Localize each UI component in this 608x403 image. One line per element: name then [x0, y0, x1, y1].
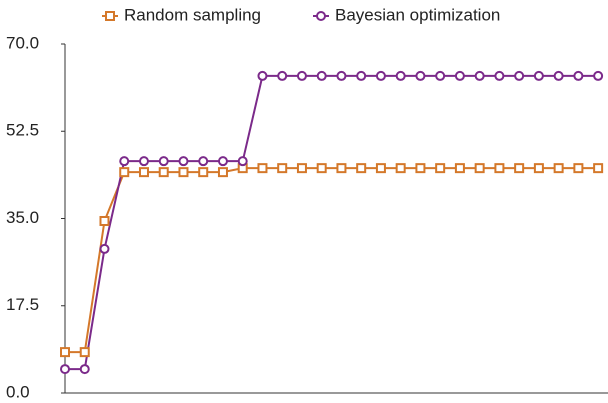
data-point [494, 70, 505, 81]
data-point [217, 156, 228, 167]
data-point [533, 163, 544, 174]
data-point [99, 243, 110, 254]
data-point [198, 167, 209, 178]
data-point [237, 156, 248, 167]
data-point [514, 70, 525, 81]
data-point [553, 70, 564, 81]
data-point [573, 70, 584, 81]
data-point [257, 163, 268, 174]
data-point [99, 215, 110, 226]
data-point [375, 163, 386, 174]
data-point [593, 70, 604, 81]
y-tick-label: 52.5 [6, 121, 39, 140]
data-point [395, 163, 406, 174]
data-point [593, 163, 604, 174]
data-point [474, 70, 485, 81]
data-point [454, 163, 465, 174]
legend-label: Random sampling [124, 5, 261, 24]
data-point [395, 70, 406, 81]
data-point [533, 70, 544, 81]
data-point [119, 167, 130, 178]
data-point [514, 163, 525, 174]
data-point [316, 163, 327, 174]
data-point [356, 70, 367, 81]
data-point [316, 70, 327, 81]
data-point [336, 70, 347, 81]
data-point [60, 347, 70, 358]
y-tick-label: 70.0 [6, 33, 39, 52]
data-point [217, 167, 228, 178]
data-point [257, 70, 268, 81]
data-point [277, 70, 288, 81]
legend-marker [316, 11, 326, 21]
data-point [435, 70, 446, 81]
legend-label: Bayesian optimization [335, 5, 500, 24]
data-point [296, 163, 307, 174]
data-point [138, 167, 149, 178]
series-line [65, 167, 599, 354]
data-point [119, 156, 130, 167]
data-point [79, 364, 90, 375]
data-point [296, 70, 307, 81]
data-point [454, 70, 465, 81]
data-point [198, 156, 209, 167]
data-point [415, 163, 426, 174]
legend-marker [105, 11, 115, 21]
data-point [356, 163, 367, 174]
data-point [158, 167, 169, 178]
data-point [553, 163, 564, 174]
data-point [415, 70, 426, 81]
data-point [79, 347, 90, 358]
data-point [375, 70, 386, 81]
y-tick-label: 35.0 [6, 208, 39, 227]
y-tick-label: 17.5 [6, 295, 39, 314]
data-point [435, 163, 446, 174]
data-point [158, 156, 169, 167]
data-point [573, 163, 584, 174]
data-point [474, 163, 485, 174]
data-point [277, 163, 288, 174]
y-tick-label: 0.0 [6, 382, 30, 401]
data-point [178, 167, 189, 178]
data-point [60, 364, 70, 375]
series-line [65, 74, 599, 371]
data-point [336, 163, 347, 174]
data-point [178, 156, 189, 167]
data-point [494, 163, 505, 174]
data-point [138, 156, 149, 167]
